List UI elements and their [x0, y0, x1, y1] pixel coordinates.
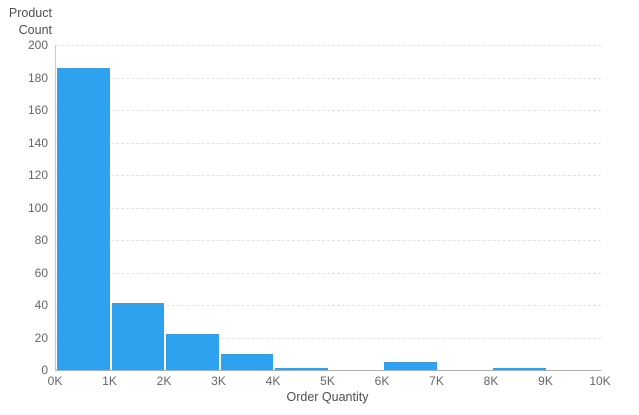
x-tick-label-9K: 9K [538, 374, 553, 388]
x-tick-label-7K: 7K [429, 374, 444, 388]
x-axis-title: Order Quantity [286, 390, 369, 404]
x-tick-label-8K: 8K [483, 374, 499, 388]
gridline-100 [56, 207, 601, 209]
x-tick-label-3K: 3K [211, 374, 226, 388]
histogram-bar-8K-9K[interactable] [493, 368, 546, 370]
y-tick-label-80: 80 [34, 233, 48, 247]
y-tick-label-60: 60 [34, 265, 48, 280]
y-axis-title-line2: Count [18, 23, 52, 37]
x-tick-label-10K: 10K [589, 374, 611, 388]
y-tick-label-40: 40 [34, 298, 48, 312]
x-tick-label-0K: 0K [47, 374, 63, 388]
y-tick-label-120: 120 [27, 168, 48, 182]
y-axis-title-line1: Product [8, 6, 52, 20]
y-tick-label-100: 100 [27, 200, 48, 215]
y-axis-title: Product Count [0, 5, 52, 39]
x-tick-label-2K: 2K [156, 374, 172, 388]
gridline-60 [56, 272, 601, 274]
histogram-bar-2K-3K[interactable] [166, 334, 219, 370]
x-tick-label-4K: 4K [265, 374, 281, 388]
gridline-80 [56, 240, 601, 241]
y-tick-label-0: 0 [41, 363, 48, 377]
histogram-bar-4K-5K[interactable] [275, 368, 328, 370]
y-tick-label-180: 180 [27, 70, 48, 85]
gridline-140 [56, 142, 601, 144]
histogram-bar-1K-2K[interactable] [111, 303, 164, 370]
plot-area [55, 45, 601, 371]
x-tick-label-1K: 1K [102, 374, 117, 388]
y-tick-label-140: 140 [27, 135, 48, 150]
gridline-40 [56, 305, 601, 306]
histogram-bar-3K-4K[interactable] [220, 353, 273, 370]
histogram-bar-0K-1K[interactable] [57, 67, 110, 370]
y-tick-label-200: 200 [27, 38, 48, 52]
gridline-200 [56, 45, 601, 46]
x-tick-label-5K: 5K [320, 374, 335, 388]
x-tick-label-6K: 6K [374, 374, 390, 388]
gridline-180 [56, 77, 601, 79]
gridline-160 [56, 110, 601, 111]
histogram-bar-6K-7K[interactable] [384, 361, 437, 370]
y-tick-label-160: 160 [27, 103, 48, 117]
gridline-20 [56, 337, 601, 339]
gridline-120 [56, 175, 601, 176]
y-tick-label-20: 20 [34, 330, 48, 345]
